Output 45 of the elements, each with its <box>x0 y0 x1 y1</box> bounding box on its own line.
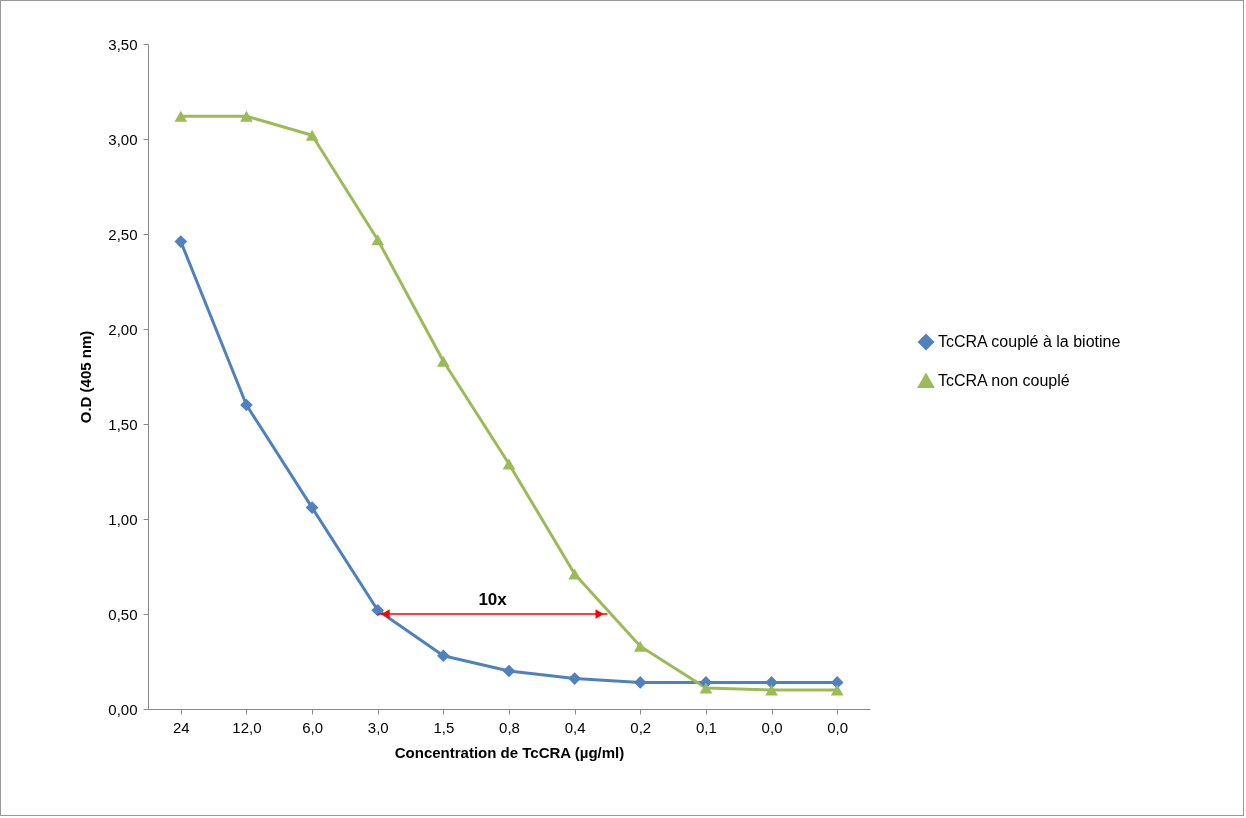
point <box>437 649 450 663</box>
point <box>371 603 385 617</box>
point <box>502 458 516 470</box>
y-tick-label: 1,50 <box>108 415 138 433</box>
point <box>174 235 188 248</box>
x-axis-title: Concentration de TcCRA (µg/ml) <box>394 743 625 761</box>
point <box>502 664 516 678</box>
y-tick-label: 0,00 <box>108 700 138 718</box>
point <box>765 684 778 696</box>
y-tick-label: 3,50 <box>108 35 138 53</box>
point <box>305 501 319 514</box>
y-tick-label: 2,00 <box>108 320 138 338</box>
x-tick-label: 1,5 <box>433 718 455 736</box>
x-tick-label: 0,8 <box>499 718 520 736</box>
y-tick-label: 2,50 <box>108 225 138 243</box>
point <box>765 676 778 689</box>
y-tick-label: 0,50 <box>108 605 138 623</box>
point <box>174 110 188 122</box>
x-tick-label: 0,0 <box>827 718 849 736</box>
point <box>633 676 647 689</box>
x-tick-label: 24 <box>172 718 190 736</box>
x-tick-label: 0,1 <box>695 718 717 736</box>
y-tick-label: 1,00 <box>108 510 138 528</box>
x-tick-label: 3,0 <box>367 718 389 736</box>
point <box>699 682 713 694</box>
point <box>240 110 253 122</box>
point <box>305 129 319 141</box>
y-tick-label: 3,00 <box>108 130 138 148</box>
y-axis-title: O.D (405 nm) <box>77 330 95 424</box>
x-tick-label: 6,0 <box>302 718 324 736</box>
point <box>437 355 450 367</box>
legend-label: TcCRA non couplé <box>938 372 1070 389</box>
point <box>240 398 253 412</box>
x-tick-label: 0,2 <box>630 718 652 736</box>
x-tick-label: 12,0 <box>232 718 262 736</box>
legend-label: TcCRA couplé à la biotine <box>938 333 1121 350</box>
point <box>568 672 581 685</box>
point <box>830 684 844 696</box>
annotation: 10x <box>478 590 508 609</box>
point <box>830 676 844 689</box>
x-tick-label: 0,0 <box>761 718 783 736</box>
x-tick-label: 0,4 <box>564 718 586 736</box>
point <box>568 568 581 580</box>
point <box>371 234 385 246</box>
point <box>633 640 647 652</box>
